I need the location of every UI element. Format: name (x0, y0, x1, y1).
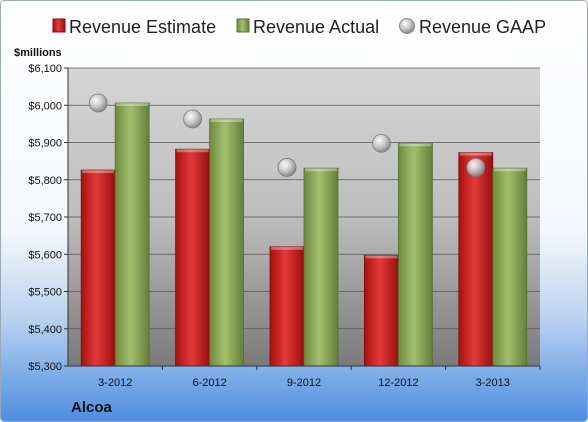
company-label: Alcoa (71, 399, 113, 416)
legend: Revenue Estimate Revenue Actual Revenue … (52, 17, 546, 37)
x-tick-label: 6-2012 (192, 377, 226, 389)
bar-top-highlight (305, 168, 337, 172)
x-tick-label: 12-2012 (378, 377, 418, 389)
y-tick-label: $6,000 (28, 100, 62, 112)
y-tick-label: $5,400 (28, 324, 62, 336)
marker-revenue-gaap-6-2012 (183, 109, 203, 129)
bar-top-highlight (210, 119, 243, 123)
legend-label-revenue-actual: Revenue Actual (253, 17, 379, 37)
bar-top-highlight (459, 152, 492, 156)
legend-label-revenue-gaap: Revenue GAAP (419, 17, 546, 37)
marker-revenue-gaap-9-2012 (277, 158, 297, 177)
bar-revenue-estimate-12-2012 (363, 254, 399, 367)
y-tick-label: $5,800 (28, 175, 62, 187)
marker-revenue-gaap-12-2012 (371, 133, 391, 153)
bar-revenue-actual-3-2013 (492, 167, 528, 367)
bar-top-highlight (82, 170, 115, 174)
bar-revenue-actual-9-2012 (303, 167, 339, 367)
bar-top-highlight (176, 149, 209, 153)
legend-marker-revenue-gaap (399, 18, 415, 34)
bar-revenue-estimate-3-2012 (80, 169, 116, 367)
y-tick-label: $5,600 (28, 249, 62, 261)
bar-top-highlight (116, 103, 149, 107)
y-tick-label: $5,500 (28, 287, 62, 299)
bar-top-highlight (271, 246, 303, 250)
x-tick-label: 3-2013 (476, 377, 510, 389)
bar-revenue-estimate-6-2012 (175, 148, 211, 367)
y-tick-label: $6,100 (28, 63, 62, 75)
bar-revenue-actual-3-2012 (114, 102, 150, 367)
y-axis-ticks: $5,300 $5,400 $5,500 $5,600 $5,700 $5,800 $5,9… (28, 63, 68, 373)
marker-revenue-gaap-3-2012 (88, 93, 108, 113)
bar-top-highlight (399, 143, 432, 147)
y-tick-label: $5,300 (28, 361, 62, 373)
bars (80, 93, 528, 367)
bar-top-highlight (365, 255, 398, 259)
y-tick-label: $5,900 (28, 138, 62, 150)
legend-label-revenue-estimate: Revenue Estimate (69, 17, 216, 37)
x-tick-label: 3-2012 (98, 377, 132, 389)
legend-swatch-revenue-actual (236, 18, 250, 33)
bar-revenue-actual-12-2012 (397, 142, 433, 367)
bar-revenue-actual-6-2012 (209, 118, 245, 367)
marker-revenue-gaap-3-2013 (466, 158, 486, 177)
x-axis-ticks: 3-2012 6-2012 9-2012 12-2012 3-2013 (98, 366, 541, 389)
bar-revenue-estimate-3-2013 (458, 152, 494, 367)
y-tick-label: $5,700 (28, 212, 62, 224)
legend-swatch-revenue-estimate (52, 18, 66, 33)
bar-top-highlight (493, 168, 526, 172)
bar-revenue-estimate-9-2012 (269, 246, 305, 367)
x-tick-label: 9-2012 (287, 377, 321, 389)
y-axis-unit-label: $millions (14, 47, 62, 59)
